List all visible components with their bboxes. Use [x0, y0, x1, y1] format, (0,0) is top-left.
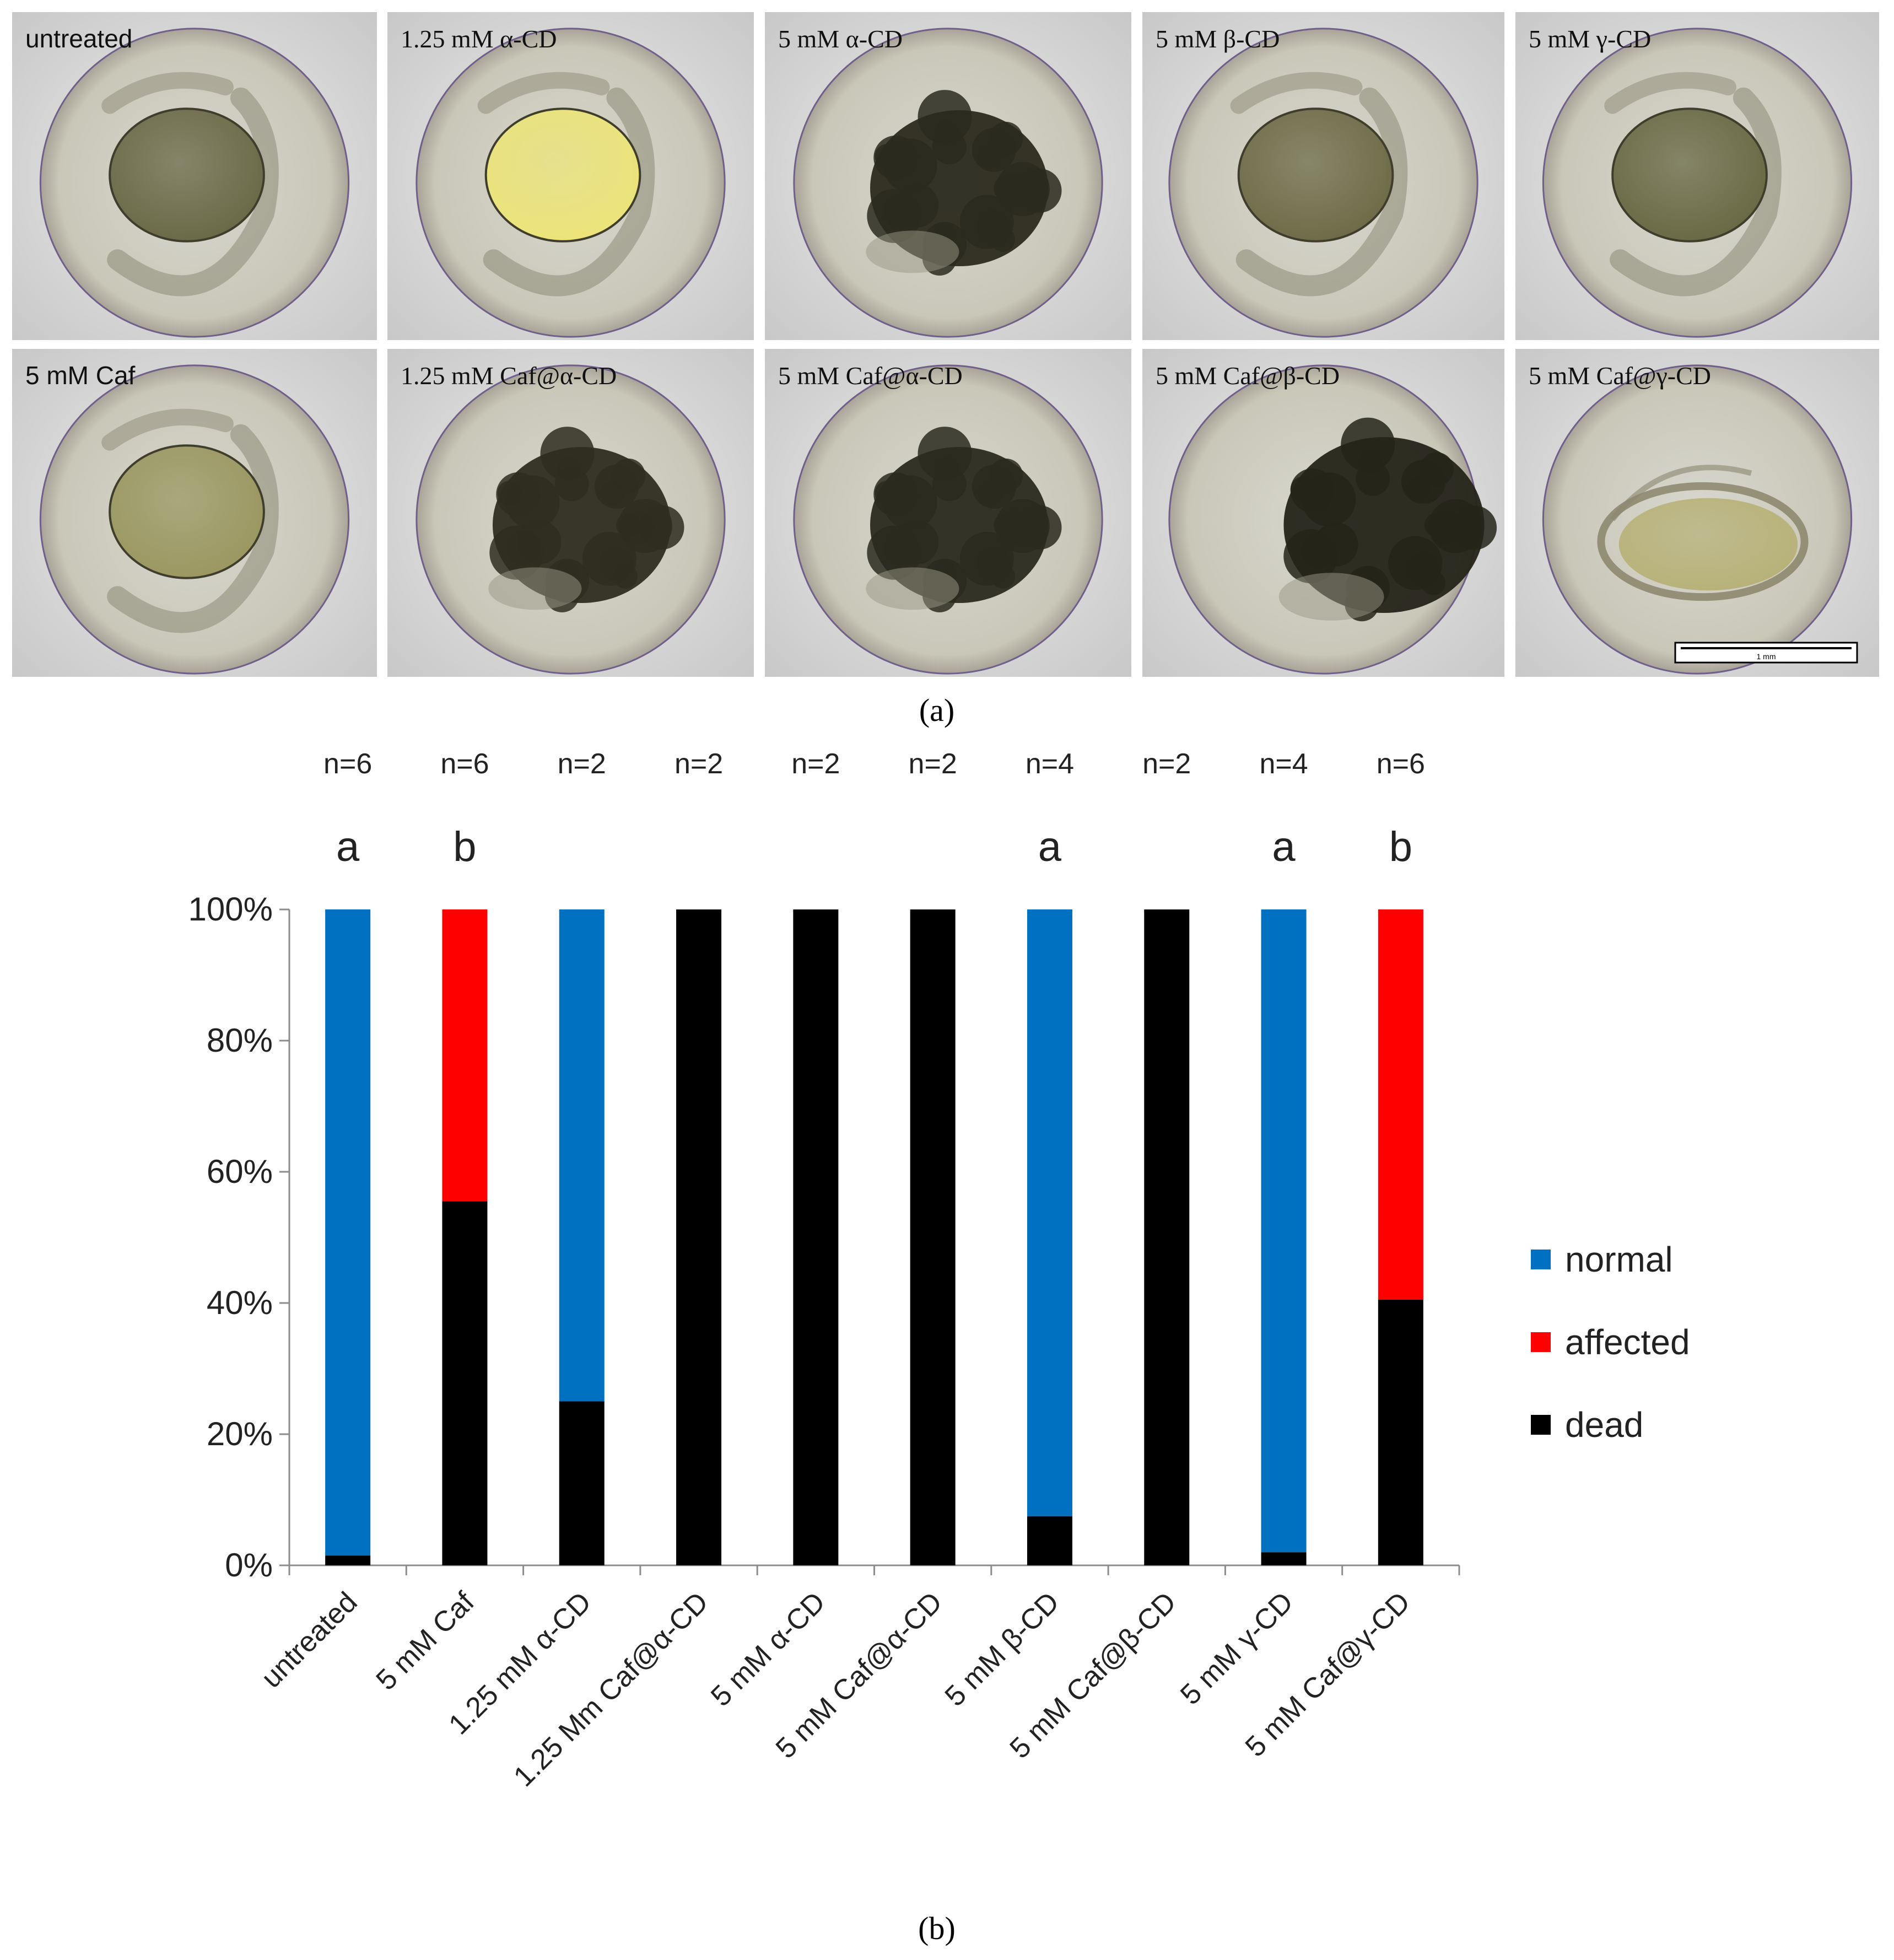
embryo-image-5-mm-gamma-cd: 5 mM γ-CD — [1515, 12, 1879, 340]
x-category-label: untreated — [255, 1586, 363, 1694]
sample-size-label: n=4 — [1026, 748, 1074, 780]
sample-size-label: n=2 — [791, 748, 840, 780]
sample-size-label: n=6 — [440, 748, 489, 780]
sample-size-label: n=4 — [1259, 748, 1308, 780]
sample-size-label: n=2 — [909, 748, 957, 780]
bar-dead-5-mm-caf-at-gamma-cd — [1378, 1300, 1423, 1565]
legend-label-affected: affected — [1565, 1322, 1690, 1362]
sample-size-label: n=6 — [1377, 748, 1425, 780]
y-tick-label: 0% — [225, 1547, 273, 1584]
panel-a-caption: (a) — [919, 692, 955, 728]
bar-dead-untreated — [325, 1555, 371, 1565]
embryo-image-label: 1.25 mM Caf@α-CD — [401, 362, 617, 390]
significance-letter: a — [336, 823, 360, 870]
y-tick-label: 20% — [207, 1415, 273, 1452]
bar-dead-5-mm-caf-at-alpha-cd — [910, 909, 956, 1565]
embryo-image-5-mm-caf: 5 mM Caf — [12, 349, 377, 677]
sample-size-label: n=2 — [558, 748, 606, 780]
sample-size-label: n=6 — [323, 748, 372, 780]
legend-label-normal: normal — [1565, 1240, 1673, 1279]
significance-letter: a — [1038, 823, 1062, 870]
bar-normal-5-mm-beta-cd — [1027, 909, 1072, 1516]
dead-embryo-mass — [1278, 417, 1497, 622]
embryo-image-label: 5 mM γ-CD — [1529, 25, 1651, 53]
embryo-image-5-mm-alpha-cd: 5 mM α-CD — [765, 12, 1131, 340]
embryo-image-grid: untreated 1.25 mM α-CD 5 mM α-CD 5 mM β-CD 5… — [0, 0, 1894, 683]
embryo-image-label: untreated — [25, 24, 132, 53]
y-tick-label: 80% — [207, 1022, 273, 1059]
sample-size-label: n=2 — [1142, 748, 1191, 780]
legend-label-dead: dead — [1565, 1405, 1643, 1445]
embryo-image-5-mm-caf-at-beta-cd: 5 mM Caf@β-CD — [1142, 349, 1504, 677]
bar-affected-5-mm-caf — [442, 909, 488, 1202]
scale-bar-label: 1 mm — [1757, 652, 1776, 661]
bar-normal-1-25-mm-alpha-cd — [559, 909, 605, 1402]
dead-embryo-mass — [866, 427, 1062, 613]
dead-embryo-mass — [866, 90, 1062, 276]
x-category-label: 5 mM γ-CD — [1174, 1586, 1299, 1711]
bar-affected-5-mm-caf-at-gamma-cd — [1378, 909, 1423, 1300]
normal-embryo — [101, 408, 279, 633]
embryo-image-label: 5 mM α-CD — [778, 25, 903, 53]
embryo-image-label: 5 mM β-CD — [1156, 25, 1280, 53]
legend-swatch-normal — [1531, 1250, 1551, 1269]
bar-dead-5-mm-gamma-cd — [1261, 1552, 1307, 1565]
embryo-image-label: 5 mM Caf@α-CD — [778, 362, 963, 390]
scale-bar: 1 mm — [1674, 642, 1858, 664]
x-category-label: 5 mM Caf — [370, 1586, 481, 1697]
embryo-image-5-mm-beta-cd: 5 mM β-CD — [1142, 12, 1504, 340]
bar-dead-5-mm-caf-at-beta-cd — [1144, 909, 1190, 1565]
dead-embryo-mass — [488, 427, 684, 613]
normal-embryo — [101, 72, 279, 297]
bar-dead-1-25-mm-caf-at-alpha-cd — [676, 909, 722, 1565]
normal-embryo — [1230, 72, 1408, 297]
bar-dead-5-mm-beta-cd — [1027, 1516, 1072, 1565]
bar-dead-5-mm-alpha-cd — [793, 909, 839, 1565]
chart-legend: normal affected dead — [1531, 1240, 1690, 1445]
sample-size-label: n=2 — [674, 748, 723, 780]
bar-normal-untreated — [325, 909, 371, 1556]
y-tick-label: 40% — [207, 1284, 273, 1321]
legend-swatch-dead — [1531, 1415, 1551, 1435]
embryo-image-label: 5 mM Caf@γ-CD — [1529, 362, 1711, 390]
embryo-image-label: 5 mM Caf@β-CD — [1156, 362, 1340, 390]
x-category-label: 5 mM α-CD — [705, 1586, 832, 1713]
embryo-image-1-25-mm-alpha-cd: 1.25 mM α-CD — [387, 12, 754, 340]
embryo-image-label: 5 mM Caf — [25, 361, 136, 390]
embryo-image-5-mm-caf-at-gamma-cd: 5 mM Caf@γ-CD 1 mm — [1515, 349, 1879, 677]
significance-letter: b — [453, 823, 476, 870]
embryo-image-5-mm-caf-at-alpha-cd: 5 mM Caf@α-CD — [765, 349, 1131, 677]
embryo-image-label: 1.25 mM α-CD — [401, 25, 557, 53]
bar-normal-5-mm-gamma-cd — [1261, 909, 1307, 1553]
legend-swatch-affected — [1531, 1332, 1551, 1352]
stacked-bar-chart: 0% 20% 40% 60% 80% 100% untreated n=6 a 5 mM Caf n… — [188, 748, 1690, 1793]
bar-dead-1-25-mm-alpha-cd — [559, 1401, 605, 1565]
affected-embryo — [1597, 465, 1809, 601]
significance-letter: a — [1272, 823, 1296, 870]
significance-letter: b — [1389, 823, 1412, 870]
bar-dead-5-mm-caf — [442, 1201, 488, 1565]
y-tick-label: 60% — [207, 1153, 273, 1190]
embryo-image-untreated: untreated — [12, 12, 377, 340]
normal-embryo — [477, 72, 655, 297]
x-category-label: 1.25 Mm Caf@α-CD — [508, 1586, 714, 1792]
x-category-label: 5 mM β-CD — [939, 1586, 1066, 1713]
embryo-image-1-25-mm-caf-at-alpha-cd: 1.25 mM Caf@α-CD — [387, 349, 754, 677]
panel-b-caption: (b) — [918, 1910, 956, 1946]
normal-embryo — [1604, 72, 1782, 297]
y-tick-label: 100% — [188, 891, 273, 928]
